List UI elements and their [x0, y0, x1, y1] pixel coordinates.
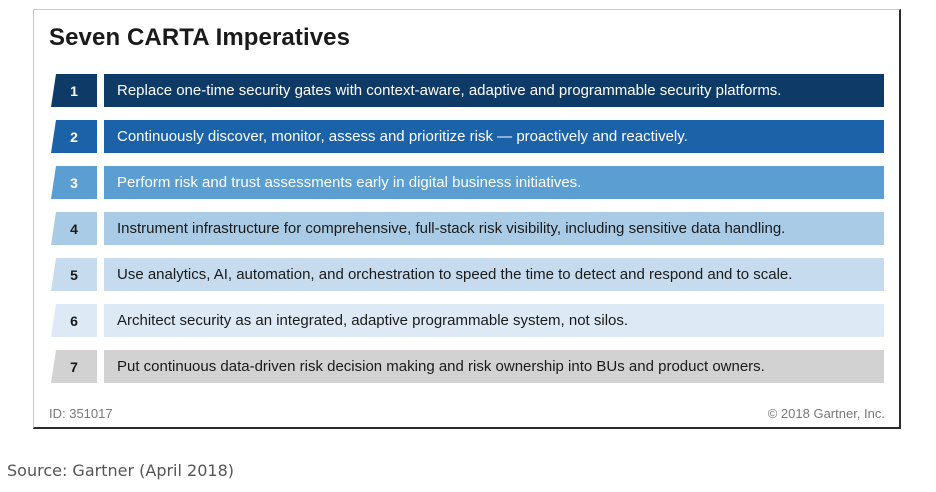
figure-id: ID: 351017 — [49, 406, 113, 421]
imperative-number: 5 — [51, 258, 97, 291]
imperative-number: 2 — [51, 120, 97, 153]
imperative-number: 7 — [51, 350, 97, 383]
copyright-notice: © 2018 Gartner, Inc. — [767, 406, 885, 421]
source-caption: Source: Gartner (April 2018) — [7, 461, 234, 480]
imperative-row: 5 Use analytics, AI, automation, and orch… — [34, 258, 899, 291]
carta-figure: Seven CARTA Imperatives 1 Replace one-tim… — [33, 9, 901, 429]
imperative-row: 2 Continuously discover, monitor, assess … — [34, 120, 899, 153]
imperative-text: Architect security as an integrated, ada… — [104, 304, 884, 337]
imperative-row: 4 Instrument infrastructure for comprehen… — [34, 212, 899, 245]
imperative-row: 3 Perform risk and trust assessments earl… — [34, 166, 899, 199]
imperative-number: 3 — [51, 166, 97, 199]
imperative-text: Replace one-time security gates with con… — [104, 74, 884, 107]
imperative-text: Instrument infrastructure for comprehens… — [104, 212, 884, 245]
imperative-row: 1 Replace one-time security gates with co… — [34, 74, 899, 107]
imperative-text: Put continuous data-driven risk decision… — [104, 350, 884, 383]
imperative-text: Use analytics, AI, automation, and orche… — [104, 258, 884, 291]
imperative-number: 6 — [51, 304, 97, 337]
imperative-row: 7 Put continuous data-driven risk decisio… — [34, 350, 899, 383]
imperative-row: 6 Architect security as an integrated, ad… — [34, 304, 899, 337]
imperatives-list: 1 Replace one-time security gates with co… — [34, 10, 899, 427]
imperative-number: 4 — [51, 212, 97, 245]
imperative-text: Continuously discover, monitor, assess a… — [104, 120, 884, 153]
imperative-number: 1 — [51, 74, 97, 107]
figure-title: Seven CARTA Imperatives — [49, 24, 351, 51]
imperative-text: Perform risk and trust assessments early… — [104, 166, 884, 199]
